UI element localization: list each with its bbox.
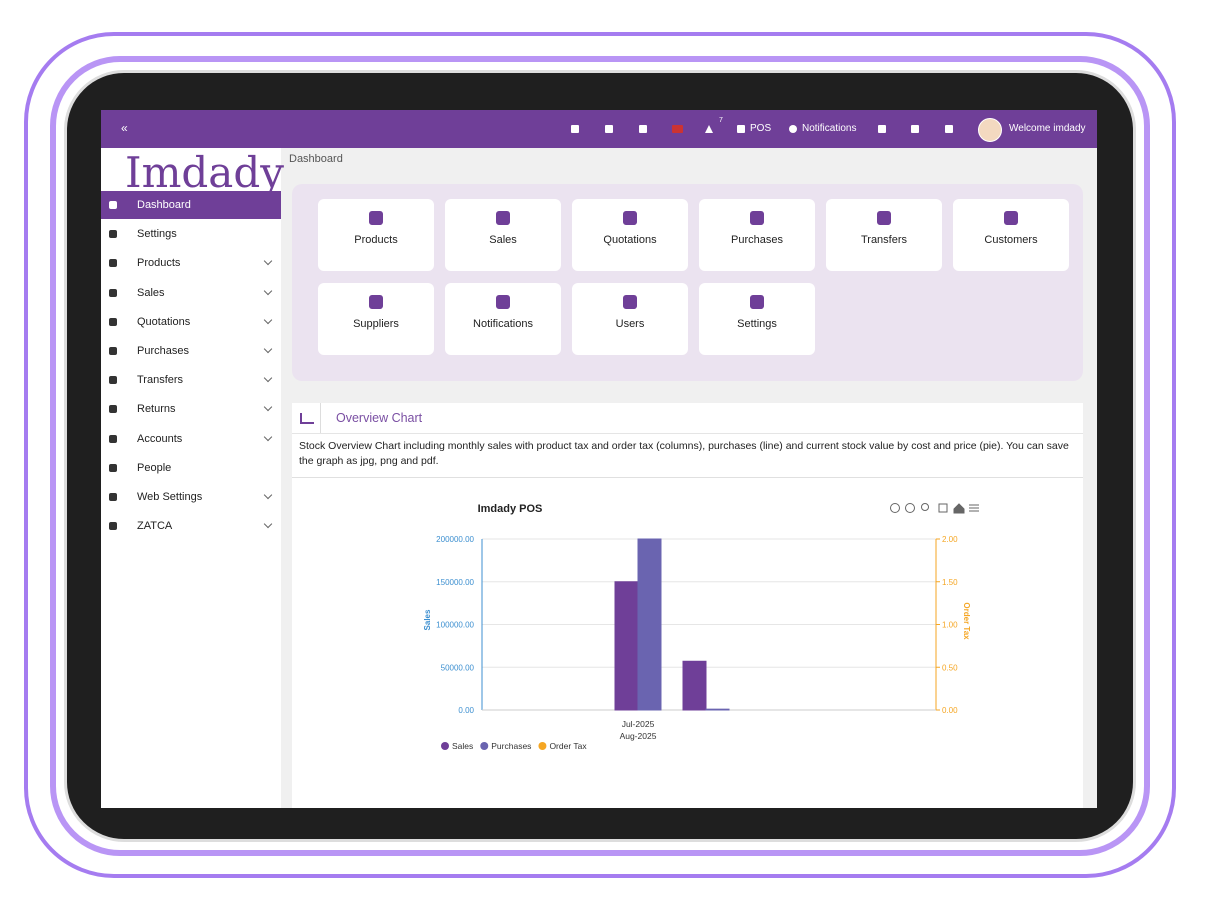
avatar[interactable] [978,118,1002,142]
y-tick-label: 0.00 [458,706,474,715]
tile[interactable]: Quotations [572,199,688,271]
tile[interactable]: Users [572,283,688,355]
menu-item[interactable]: Products [101,249,281,277]
tile[interactable]: Products [318,199,434,271]
y2-tick-label: 2.00 [942,535,958,544]
chart-icon [300,413,314,424]
legend-label: Sales [452,741,473,751]
sidebar: Imdady Dashboard Settings Products Sales… [101,148,284,808]
x-tick-label: Jul-2025 [622,719,655,729]
overview-description: Stock Overview Chart including monthly s… [292,434,1083,477]
overview-header: Overview Chart [292,403,1083,434]
y2-axis-title: Order Tax [962,602,971,640]
shortcut-panel: Products Sales Quotations Purchases Tran… [292,184,1083,381]
calendar-icon[interactable] [639,125,647,133]
menu-item[interactable]: Purchases [101,337,281,365]
legend-label: Purchases [491,741,531,751]
bar [705,708,730,711]
welcome-text[interactable]: Welcome imdady [1009,123,1086,134]
menu-item[interactable]: Settings [101,220,281,248]
chart: Imdady POS Sales Order Tax 0.00 50000.00 1… [423,503,980,751]
tile[interactable]: Suppliers [318,283,434,355]
collapse-button[interactable]: « [121,121,128,135]
menu-item[interactable]: Transfers [101,366,281,394]
y2-tick-label: 1.00 [942,621,958,630]
y2-tick-label: 0.50 [942,663,958,672]
tile[interactable]: Notifications [445,283,561,355]
tile[interactable]: Transfers [826,199,942,271]
legend-label: Order Tax [549,741,587,751]
tile[interactable]: Customers [953,199,1069,271]
notifications-link[interactable]: Notifications [802,123,857,134]
chart-container: Imdady POS Sales Order Tax 0.00 50000.00 1… [292,477,1083,808]
y-axis-title: Sales [423,609,432,630]
info-icon[interactable] [789,125,797,133]
eraser-icon[interactable] [945,125,953,133]
frame-outline [24,32,1176,878]
legend-marker [480,742,489,750]
menu-item[interactable]: Returns [101,395,281,423]
menu-item[interactable]: Accounts [101,425,281,453]
tile[interactable]: Purchases [699,199,815,271]
tile[interactable]: Sales [445,199,561,271]
screen: « 7 POS Notifications Welcome imdady Imd… [101,110,1097,808]
logo: Imdady [125,148,284,197]
list-icon[interactable] [911,125,919,133]
legend-marker [538,742,547,750]
menu-item[interactable]: ZATCA [101,512,281,540]
x-tick-label: Aug-2025 [620,731,657,741]
breadcrumb[interactable]: Dashboard [289,153,343,165]
section-title: Overview Chart [336,411,423,425]
menu-item[interactable]: Quotations [101,308,281,336]
chart-title: Imdady POS [478,503,543,515]
cart-icon[interactable] [571,125,579,133]
hourglass-icon[interactable] [878,125,886,133]
tile[interactable]: Settings [699,283,815,355]
legend-marker [441,742,449,750]
frame-outline [50,56,1150,856]
alert-count: 7 [719,117,723,124]
calc-icon[interactable] [605,125,613,133]
menu-item[interactable]: People [101,454,281,482]
pos-icon[interactable] [737,125,745,133]
y-tick-label: 150000.00 [436,578,474,587]
y-tick-label: 50000.00 [441,663,475,672]
menu-item[interactable]: Web Settings [101,483,281,511]
alert-icon[interactable] [705,125,713,133]
y2-tick-label: 1.50 [942,578,958,587]
flag-icon[interactable] [672,125,683,133]
bar [637,538,662,711]
top-bar: « 7 POS Notifications Welcome imdady [101,110,1097,148]
menu-item[interactable]: Dashboard [101,191,281,219]
divider [320,403,321,433]
menu-item[interactable]: Sales [101,279,281,307]
y-tick-label: 200000.00 [436,535,474,544]
bar [614,581,639,711]
pos-link[interactable]: POS [750,123,772,134]
chart-toolbar[interactable] [890,503,980,514]
y2-tick-label: 0.00 [942,706,958,715]
bar [682,660,707,711]
y-tick-label: 100000.00 [436,621,474,630]
